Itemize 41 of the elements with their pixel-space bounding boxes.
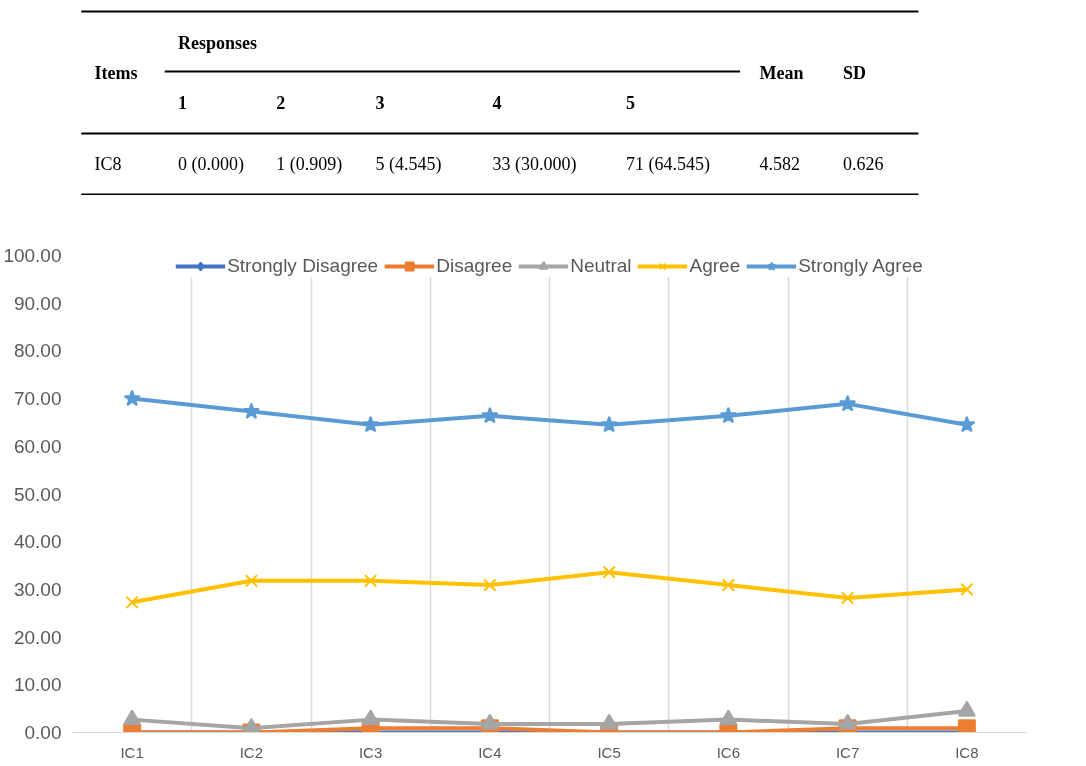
x-tick-label: IC6 (716, 743, 741, 761)
text: 1 (0.909) (276, 153, 343, 175)
y-tick-label: 40.00 (13, 531, 62, 553)
y-tick-label: 100.00 (3, 245, 62, 266)
text: 71 (64.545) (625, 153, 710, 175)
y-tick-label: 70.00 (13, 388, 62, 410)
y-tick-label: 0.00 (24, 722, 62, 743)
x-tick-label: IC1 (120, 743, 144, 761)
legend-label: Strongly Disagree (227, 255, 379, 277)
text: 5 (625, 93, 635, 113)
legend-label: Agree (689, 255, 741, 277)
x-tick-label: IC5 (597, 743, 621, 761)
y-tick-label: 50.00 (13, 483, 62, 505)
x-tick-label: IC7 (835, 743, 860, 761)
text: 2 (276, 93, 286, 113)
y-tick-label: 10.00 (13, 674, 62, 696)
legend-label: Strongly Agree (798, 255, 923, 277)
y-tick-label: 30.00 (13, 578, 62, 600)
text: 33 (30.000) (492, 153, 577, 175)
x-tick-label: IC8 (955, 743, 979, 761)
text: 3 (375, 93, 385, 113)
text: 4 (492, 93, 502, 113)
text: Mean (759, 62, 804, 83)
text: 4.582 (759, 154, 800, 174)
text: SD (842, 62, 866, 83)
text: 1 (177, 93, 187, 113)
legend-label: Disagree (436, 255, 513, 277)
x-tick-label: IC3 (358, 743, 383, 761)
text: Responses (177, 32, 257, 53)
y-tick-label: 20.00 (13, 626, 62, 648)
y-tick-label: 60.00 (13, 435, 62, 457)
text: Items (94, 62, 138, 83)
legend-label: Neutral (570, 255, 632, 277)
y-tick-label: 80.00 (13, 340, 62, 362)
y-tick-label: 90.00 (13, 292, 62, 314)
text: 5 (4.545) (375, 153, 442, 175)
text: IC8 (94, 153, 122, 174)
text: 0.626 (842, 154, 884, 174)
x-tick-label: IC2 (239, 743, 264, 761)
x-tick-label: IC4 (478, 743, 502, 761)
text: 0 (0.000) (177, 153, 244, 175)
